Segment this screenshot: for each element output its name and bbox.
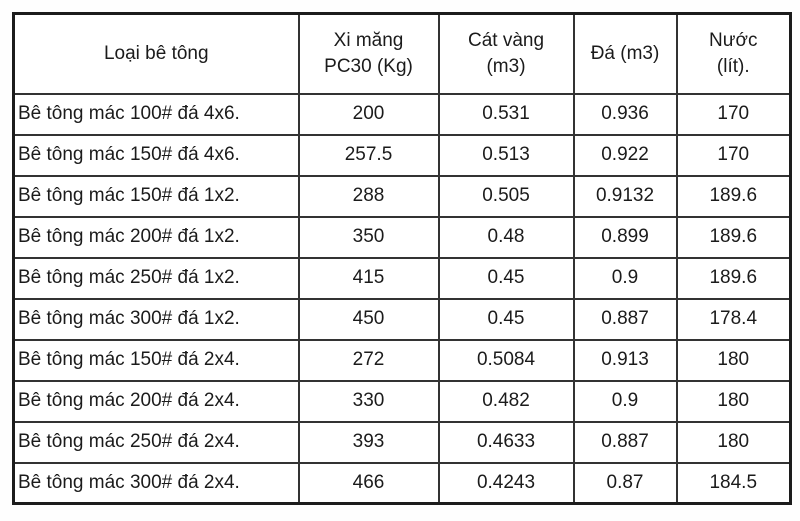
column-header-line: Nước xyxy=(680,28,788,54)
value-cell: 189.6 xyxy=(677,258,791,299)
row-label-cell: Bê tông mác 250# đá 1x2. xyxy=(14,258,299,299)
table-row: Bê tông mác 200# đá 2x4.3300.4820.9180 xyxy=(14,381,791,422)
table-row: Bê tông mác 100# đá 4x6.2000.5310.936170 xyxy=(14,94,791,135)
value-cell: 189.6 xyxy=(677,217,791,258)
value-cell: 170 xyxy=(677,135,791,176)
value-cell: 0.513 xyxy=(439,135,574,176)
page: Loại bê tôngXi măngPC30 (Kg)Cát vàng(m3)… xyxy=(0,0,800,521)
column-header-line: (m3) xyxy=(442,54,571,80)
value-cell: 189.6 xyxy=(677,176,791,217)
value-cell: 0.87 xyxy=(574,463,677,504)
value-cell: 350 xyxy=(299,217,439,258)
concrete-mix-table: Loại bê tôngXi măngPC30 (Kg)Cát vàng(m3)… xyxy=(12,12,792,505)
column-header-line: Cát vàng xyxy=(442,28,571,54)
column-header-line: Đá (m3) xyxy=(577,41,674,67)
value-cell: 0.913 xyxy=(574,340,677,381)
column-header: Đá (m3) xyxy=(574,14,677,94)
row-label-cell: Bê tông mác 150# đá 2x4. xyxy=(14,340,299,381)
value-cell: 257.5 xyxy=(299,135,439,176)
table-row: Bê tông mác 300# đá 1x2.4500.450.887178.… xyxy=(14,299,791,340)
table-row: Bê tông mác 300# đá 2x4.4660.42430.87184… xyxy=(14,463,791,504)
column-header-line: Xi măng xyxy=(302,28,436,54)
value-cell: 0.4633 xyxy=(439,422,574,463)
row-label-cell: Bê tông mác 150# đá 4x6. xyxy=(14,135,299,176)
value-cell: 0.505 xyxy=(439,176,574,217)
value-cell: 330 xyxy=(299,381,439,422)
table-row: Bê tông mác 200# đá 1x2.3500.480.899189.… xyxy=(14,217,791,258)
value-cell: 0.5084 xyxy=(439,340,574,381)
row-label-cell: Bê tông mác 100# đá 4x6. xyxy=(14,94,299,135)
value-cell: 200 xyxy=(299,94,439,135)
row-label-cell: Bê tông mác 200# đá 1x2. xyxy=(14,217,299,258)
value-cell: 178.4 xyxy=(677,299,791,340)
value-cell: 466 xyxy=(299,463,439,504)
value-cell: 393 xyxy=(299,422,439,463)
row-label-cell: Bê tông mác 300# đá 2x4. xyxy=(14,463,299,504)
value-cell: 0.45 xyxy=(439,258,574,299)
column-header-line: PC30 (Kg) xyxy=(302,54,436,80)
value-cell: 180 xyxy=(677,422,791,463)
table-body: Bê tông mác 100# đá 4x6.2000.5310.936170… xyxy=(14,94,791,504)
value-cell: 184.5 xyxy=(677,463,791,504)
column-header-line: Loại bê tông xyxy=(17,41,296,67)
row-label-cell: Bê tông mác 250# đá 2x4. xyxy=(14,422,299,463)
row-label-cell: Bê tông mác 200# đá 2x4. xyxy=(14,381,299,422)
value-cell: 180 xyxy=(677,381,791,422)
value-cell: 0.45 xyxy=(439,299,574,340)
value-cell: 272 xyxy=(299,340,439,381)
column-header: Xi măngPC30 (Kg) xyxy=(299,14,439,94)
value-cell: 170 xyxy=(677,94,791,135)
value-cell: 0.482 xyxy=(439,381,574,422)
value-cell: 450 xyxy=(299,299,439,340)
value-cell: 0.936 xyxy=(574,94,677,135)
value-cell: 415 xyxy=(299,258,439,299)
table-row: Bê tông mác 150# đá 2x4.2720.50840.91318… xyxy=(14,340,791,381)
value-cell: 0.9 xyxy=(574,258,677,299)
value-cell: 288 xyxy=(299,176,439,217)
value-cell: 0.899 xyxy=(574,217,677,258)
header-row: Loại bê tôngXi măngPC30 (Kg)Cát vàng(m3)… xyxy=(14,14,791,94)
table-row: Bê tông mác 250# đá 2x4.3930.46330.88718… xyxy=(14,422,791,463)
value-cell: 0.48 xyxy=(439,217,574,258)
value-cell: 180 xyxy=(677,340,791,381)
value-cell: 0.922 xyxy=(574,135,677,176)
value-cell: 0.887 xyxy=(574,299,677,340)
table-row: Bê tông mác 150# đá 1x2.2880.5050.913218… xyxy=(14,176,791,217)
row-label-cell: Bê tông mác 150# đá 1x2. xyxy=(14,176,299,217)
table-row: Bê tông mác 150# đá 4x6.257.50.5130.9221… xyxy=(14,135,791,176)
column-header: Nước(lít). xyxy=(677,14,791,94)
table-row: Bê tông mác 250# đá 1x2.4150.450.9189.6 xyxy=(14,258,791,299)
value-cell: 0.531 xyxy=(439,94,574,135)
value-cell: 0.9132 xyxy=(574,176,677,217)
column-header-line: (lít). xyxy=(680,54,788,80)
column-header: Cát vàng(m3) xyxy=(439,14,574,94)
value-cell: 0.9 xyxy=(574,381,677,422)
value-cell: 0.4243 xyxy=(439,463,574,504)
value-cell: 0.887 xyxy=(574,422,677,463)
table-header: Loại bê tôngXi măngPC30 (Kg)Cát vàng(m3)… xyxy=(14,14,791,94)
column-header: Loại bê tông xyxy=(14,14,299,94)
row-label-cell: Bê tông mác 300# đá 1x2. xyxy=(14,299,299,340)
